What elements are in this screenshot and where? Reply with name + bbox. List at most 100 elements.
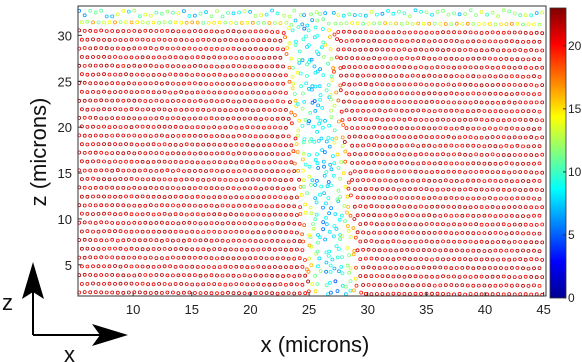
data-point <box>124 281 128 286</box>
data-point <box>209 134 214 139</box>
data-point <box>226 64 230 69</box>
data-point <box>204 116 208 121</box>
data-point <box>198 221 203 226</box>
data-point <box>99 290 104 295</box>
data-point <box>498 39 503 44</box>
data-point <box>228 38 233 42</box>
data-point <box>192 203 197 208</box>
data-point <box>206 160 211 165</box>
data-point <box>286 239 291 244</box>
data-point <box>419 118 423 122</box>
data-point <box>515 161 520 166</box>
data-point <box>394 108 399 113</box>
data-point <box>343 292 348 297</box>
data-point <box>253 29 258 34</box>
data-point <box>110 220 115 225</box>
data-point <box>242 273 247 278</box>
data-point <box>88 290 93 295</box>
data-point <box>501 257 506 262</box>
data-point <box>278 143 283 148</box>
data-point <box>187 220 192 225</box>
data-point <box>526 266 531 271</box>
data-point <box>523 48 528 53</box>
data-point <box>192 151 197 156</box>
data-point <box>366 265 371 270</box>
data-point <box>99 168 104 173</box>
data-point <box>476 283 481 288</box>
data-point <box>118 281 123 286</box>
data-point <box>416 213 421 218</box>
data-point <box>181 133 186 138</box>
data-point <box>341 171 346 176</box>
data-point <box>301 151 306 156</box>
data-point <box>413 205 418 209</box>
data-point <box>215 204 219 209</box>
data-point <box>402 135 407 140</box>
data-point <box>496 48 501 53</box>
data-point <box>206 247 211 252</box>
data-point <box>129 246 134 251</box>
data-point <box>388 283 393 288</box>
data-point <box>292 186 297 191</box>
data-point <box>310 84 315 89</box>
data-point <box>402 152 407 157</box>
data-point <box>402 239 407 244</box>
data-point <box>463 30 468 35</box>
data-point <box>206 212 211 217</box>
data-point <box>509 109 514 114</box>
data-point <box>352 217 357 221</box>
data-point <box>272 90 277 95</box>
data-point <box>137 290 142 295</box>
data-point <box>82 272 87 277</box>
data-point <box>270 99 275 104</box>
data-point <box>430 82 434 87</box>
data-point <box>104 273 109 277</box>
data-point <box>113 90 117 94</box>
data-point <box>275 204 280 209</box>
data-point <box>261 125 266 130</box>
data-point <box>204 221 208 226</box>
data-point <box>190 142 195 147</box>
data-point <box>315 18 320 23</box>
data-point <box>124 264 128 269</box>
data-point <box>248 99 253 104</box>
data-point <box>184 212 189 217</box>
data-point <box>482 74 487 79</box>
data-point <box>485 118 490 123</box>
data-point <box>129 125 134 130</box>
indicator-z-label: z <box>2 290 13 315</box>
data-point <box>493 283 498 288</box>
data-point <box>115 46 120 51</box>
data-point <box>234 56 239 60</box>
data-point <box>267 160 272 165</box>
data-point <box>449 213 454 218</box>
data-point <box>534 153 539 158</box>
data-point <box>162 124 167 129</box>
data-point <box>217 282 222 287</box>
data-point <box>361 143 366 148</box>
data-point <box>305 62 310 67</box>
data-point <box>85 107 90 112</box>
data-point <box>402 187 407 192</box>
data-point <box>493 196 498 201</box>
data-point <box>421 283 426 288</box>
data-point <box>446 292 451 297</box>
data-point <box>253 256 258 261</box>
data-point <box>217 108 222 112</box>
data-point <box>115 255 120 260</box>
data-point <box>315 33 320 38</box>
data-point <box>335 197 340 202</box>
data-point <box>537 196 542 201</box>
data-point <box>228 229 233 234</box>
data-point <box>413 169 418 174</box>
data-point <box>146 107 151 112</box>
data-point <box>504 266 509 271</box>
data-point <box>204 46 208 51</box>
data-point <box>82 150 87 155</box>
data-point <box>228 282 233 287</box>
data-point <box>132 63 137 68</box>
data-point <box>529 117 534 122</box>
data-point <box>217 38 222 43</box>
data-point <box>85 37 90 42</box>
data-point <box>135 55 140 60</box>
